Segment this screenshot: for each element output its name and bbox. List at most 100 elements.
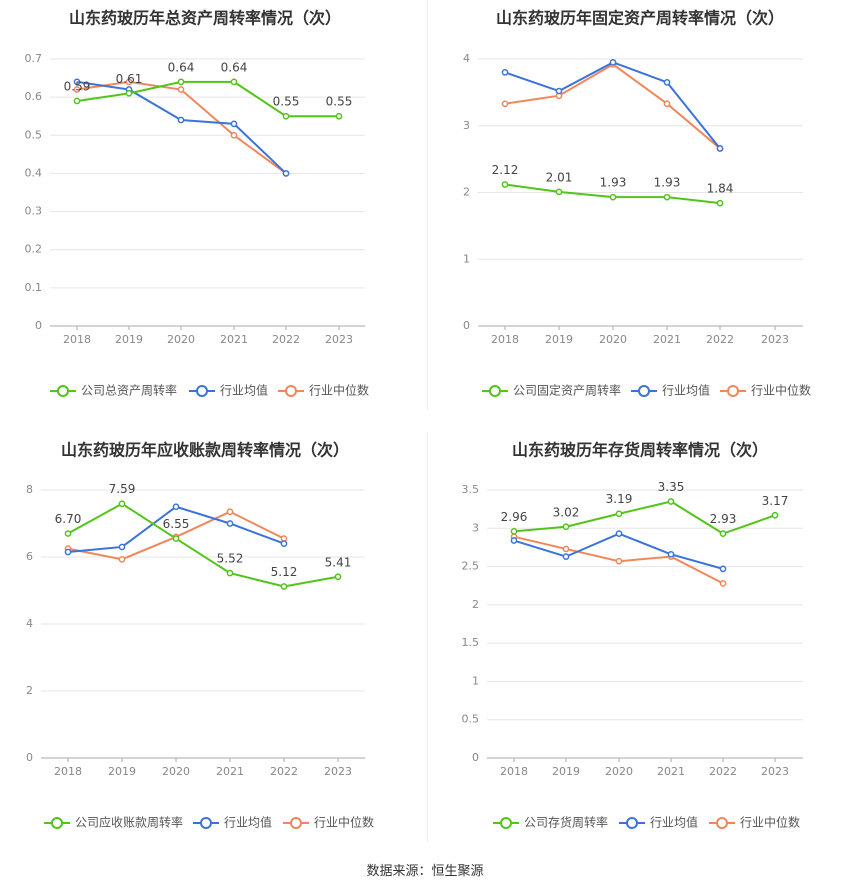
data-point-median[interactable] [663,100,671,108]
legend-item-median[interactable]: 行业中位数 [283,815,374,830]
data-point-median[interactable] [615,557,623,565]
legend-label: 行业中位数 [751,383,811,398]
data-point-company[interactable] [663,193,671,201]
x-tick-label: 2019 [115,333,143,346]
data-point-company[interactable] [510,527,518,535]
legend-item-avg[interactable]: 行业均值 [189,383,268,398]
data-label: 1.84 [707,182,734,196]
y-tick-label: 2 [472,598,479,611]
legend-item-median[interactable]: 行业中位数 [720,383,811,398]
data-point-median[interactable] [177,86,185,93]
data-label: 7.59 [109,482,136,496]
x-tick-label: 2023 [325,333,353,346]
data-point-median[interactable] [118,555,126,563]
data-point-company[interactable] [280,583,288,590]
legend-label: 公司总资产周转率 [81,383,177,398]
data-point-avg[interactable] [172,503,180,511]
data-point-median[interactable] [230,131,238,139]
data-label: 1.93 [654,176,681,190]
data-point-company[interactable] [230,78,238,86]
legend-item-median[interactable]: 行业中位数 [709,815,800,830]
x-tick-label: 2018 [54,765,82,778]
data-point-avg[interactable] [716,145,724,152]
data-point-company[interactable] [125,89,133,97]
data-point-company[interactable] [501,181,509,188]
legend-item-avg[interactable]: 行业均值 [631,383,710,398]
data-point-median[interactable] [226,508,234,516]
data-label: 2.12 [492,163,519,177]
data-point-median[interactable] [719,580,727,587]
legend-item-avg[interactable]: 行业均值 [619,815,698,830]
legend-label: 行业中位数 [314,815,374,830]
legend-item-company[interactable]: 公司存货周转率 [493,815,608,830]
data-point-company[interactable] [334,573,342,581]
data-point-company[interactable] [555,188,563,196]
data-point-median[interactable] [501,100,509,108]
data-point-avg[interactable] [555,87,563,95]
data-point-company[interactable] [64,530,72,537]
data-label: 6.70 [55,512,82,526]
legend-label: 行业均值 [650,815,698,830]
data-point-avg[interactable] [64,548,72,556]
data-label: 5.41 [325,555,352,569]
data-label: 0.55 [273,95,300,109]
data-point-avg[interactable] [177,116,185,124]
legend-marker-icon [500,817,512,829]
y-tick-label: 0 [26,751,33,764]
data-point-avg[interactable] [663,79,671,86]
data-point-avg[interactable] [118,543,126,551]
data-point-avg[interactable] [615,530,623,537]
data-point-company[interactable] [719,530,727,537]
legend-label: 行业均值 [220,383,268,398]
data-point-company[interactable] [73,97,81,105]
y-tick-label: 0.1 [25,281,43,294]
data-label: 5.52 [217,552,244,566]
data-point-avg[interactable] [230,120,238,128]
data-point-median[interactable] [125,78,133,86]
data-point-company[interactable] [667,498,675,505]
x-tick-label: 2021 [220,333,248,346]
data-point-company[interactable] [282,112,290,120]
data-point-median[interactable] [73,86,81,93]
data-point-company[interactable] [716,199,724,207]
legend-item-company[interactable]: 公司应收账款周转率 [44,815,183,830]
data-point-avg[interactable] [510,537,518,544]
legend-item-company[interactable]: 公司总资产周转率 [50,383,177,398]
legend-item-median[interactable]: 行业中位数 [278,383,369,398]
data-point-avg[interactable] [73,78,81,86]
data-label: 5.12 [271,565,298,579]
data-point-company[interactable] [172,535,180,542]
data-point-company[interactable] [771,511,779,519]
data-point-avg[interactable] [667,550,675,558]
y-tick-label: 0.2 [25,243,43,256]
data-point-company[interactable] [562,523,570,531]
data-point-avg[interactable] [562,553,570,560]
data-point-company[interactable] [226,569,234,577]
series-line-company [513,500,776,535]
data-point-avg[interactable] [719,565,727,573]
data-point-company[interactable] [335,112,343,120]
y-tick-label: 0.7 [25,52,43,65]
data-point-company[interactable] [609,193,617,201]
x-tick-label: 2018 [491,333,519,346]
data-point-avg[interactable] [609,58,617,66]
legend-item-avg[interactable]: 行业均值 [193,815,272,830]
data-point-company[interactable] [118,500,126,508]
x-tick-label: 2022 [270,765,298,778]
data-point-company[interactable] [177,78,185,86]
data-point-avg[interactable] [280,540,288,547]
data-point-median[interactable] [562,545,570,553]
y-tick-label: 0.5 [25,128,43,141]
data-point-avg[interactable] [226,520,234,527]
legend-item-company[interactable]: 公司固定资产周转率 [482,383,621,398]
y-tick-label: 1.5 [462,636,480,649]
y-tick-label: 0.6 [25,90,43,103]
legend-marker-icon [200,817,212,829]
data-point-avg[interactable] [282,170,290,177]
legend-marker-icon [51,817,63,829]
data-point-company[interactable] [615,510,623,518]
legend-label: 行业中位数 [740,815,800,830]
data-point-avg[interactable] [501,69,509,76]
x-tick-label: 2021 [657,765,685,778]
y-tick-label: 0.5 [462,713,480,726]
